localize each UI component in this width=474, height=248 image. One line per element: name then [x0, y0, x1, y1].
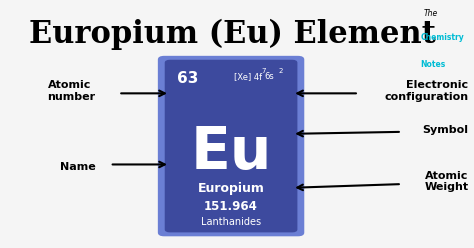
- FancyBboxPatch shape: [158, 56, 304, 236]
- Text: Europium: Europium: [198, 182, 264, 195]
- Text: 2: 2: [279, 68, 283, 74]
- Text: Atomic
number: Atomic number: [47, 80, 96, 102]
- Text: Atomic
Weight: Atomic Weight: [424, 171, 468, 192]
- Text: [Xe] 4f: [Xe] 4f: [234, 72, 263, 81]
- Text: Symbol: Symbol: [422, 125, 468, 135]
- Text: Name: Name: [60, 162, 96, 172]
- FancyBboxPatch shape: [165, 60, 297, 232]
- Text: 151.964: 151.964: [204, 200, 258, 214]
- Text: 7: 7: [261, 68, 265, 74]
- Text: Notes: Notes: [420, 60, 446, 69]
- Text: Europium (Eu) Element: Europium (Eu) Element: [29, 19, 436, 50]
- Text: Lanthanides: Lanthanides: [201, 217, 261, 227]
- Text: 63: 63: [177, 71, 198, 86]
- Text: The: The: [423, 9, 438, 18]
- Text: Chemistry: Chemistry: [420, 33, 464, 42]
- Text: Eu: Eu: [191, 124, 272, 181]
- Text: Electronic
configuration: Electronic configuration: [384, 80, 468, 102]
- Text: 6s: 6s: [264, 72, 274, 81]
